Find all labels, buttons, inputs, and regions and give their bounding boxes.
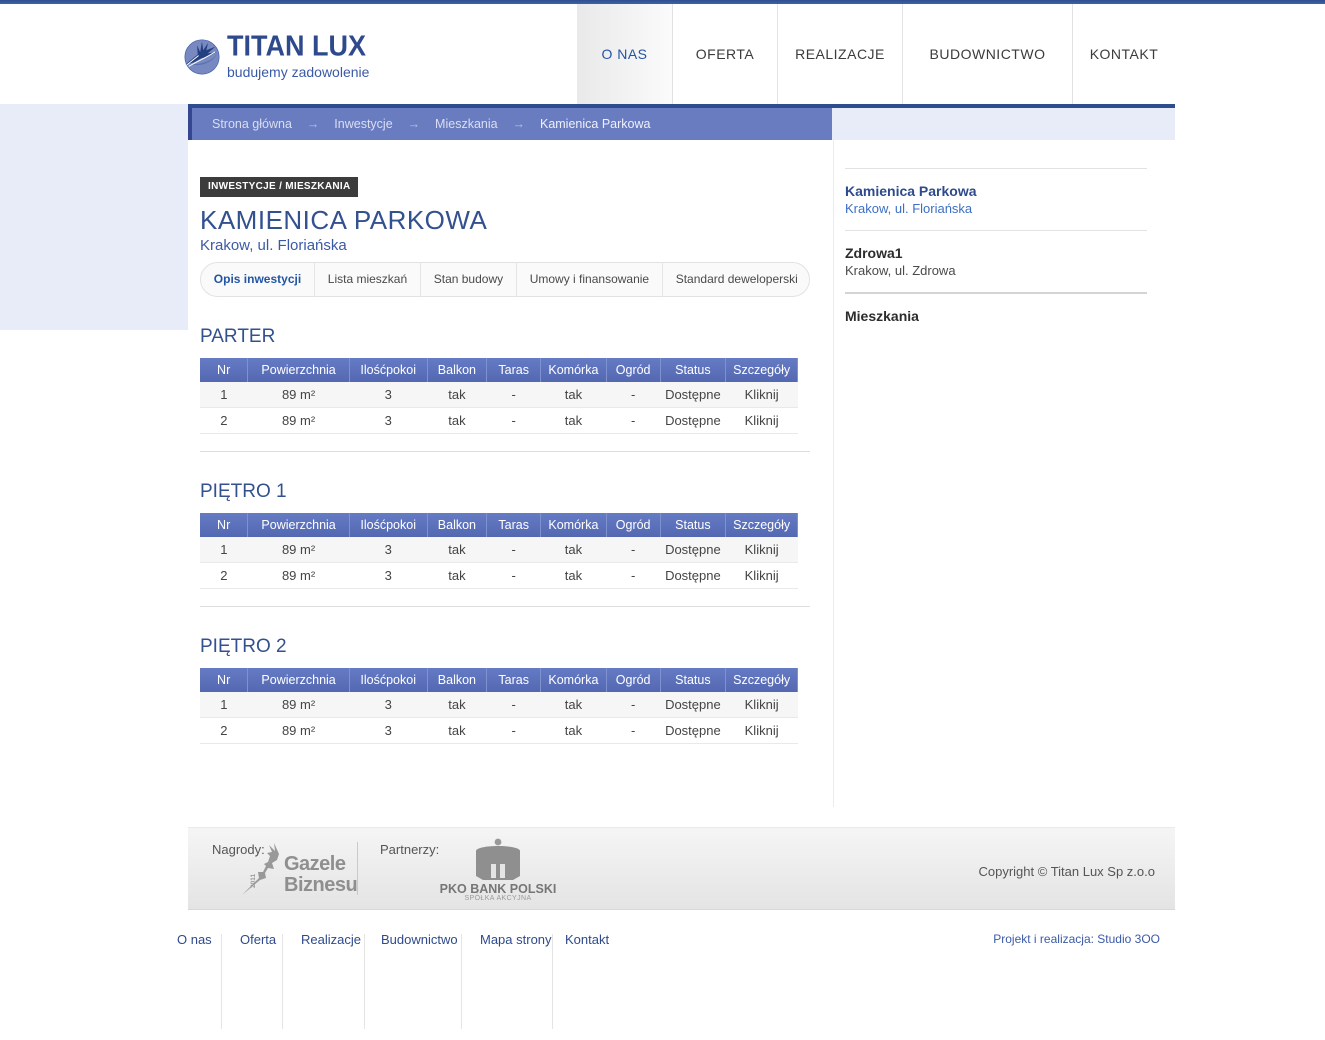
- svg-text:SPÓŁKA AKCYJNA: SPÓŁKA AKCYJNA: [464, 893, 531, 900]
- svg-text:PKO BANK POLSKI: PKO BANK POLSKI: [440, 882, 557, 896]
- svg-text:2011: 2011: [250, 874, 257, 888]
- svg-text:Biznesu: Biznesu: [284, 874, 357, 896]
- svg-text:Gazele: Gazele: [284, 853, 346, 875]
